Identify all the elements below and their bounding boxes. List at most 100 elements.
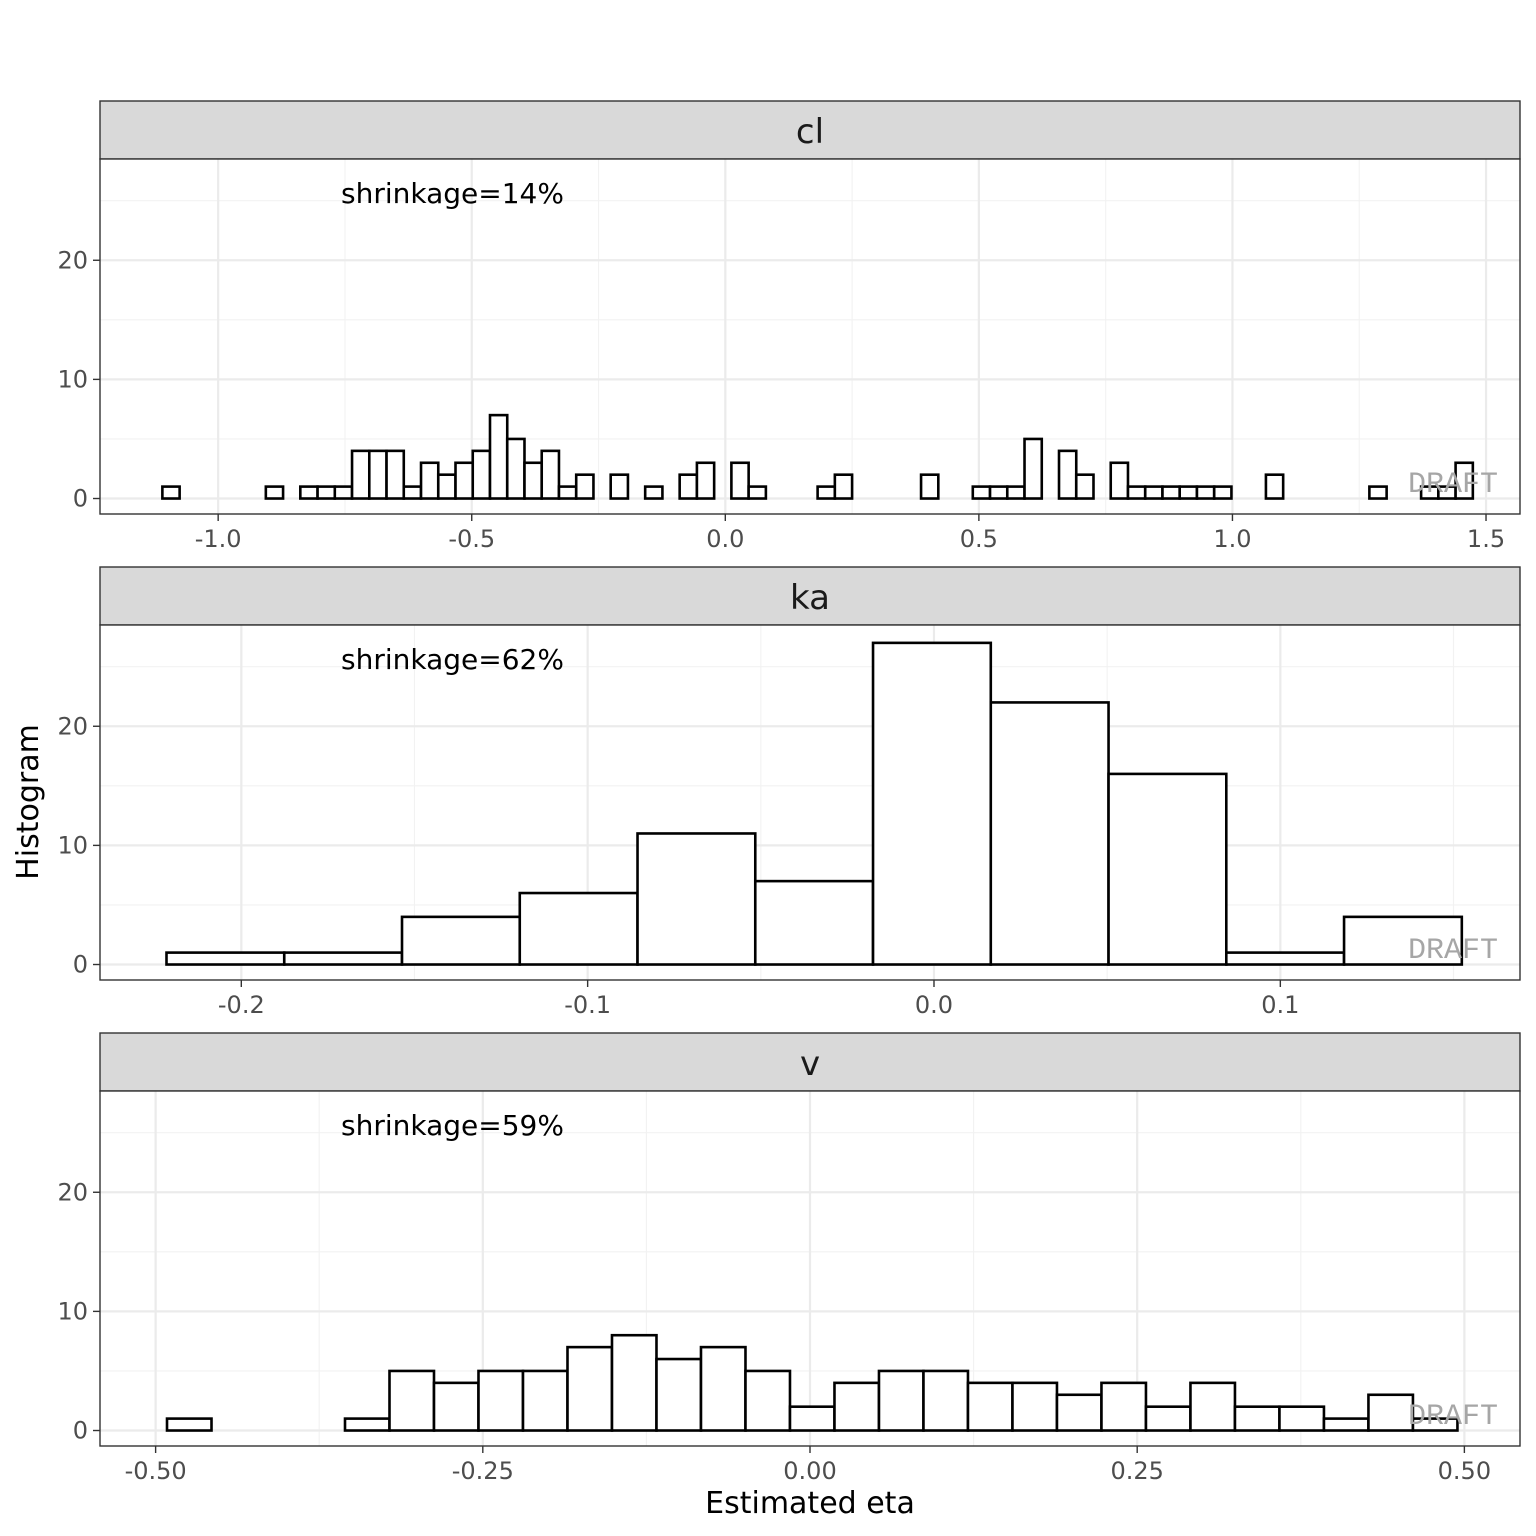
histogram-bar [1368,485,1388,500]
histogram-bar [350,449,371,500]
y-tick-label: 20 [57,246,88,274]
histogram-bar [1189,1381,1237,1432]
histogram-bar [1126,485,1147,500]
x-axis-title: Estimated eta [705,1486,915,1521]
x-tick-label: 0.5 [960,525,998,553]
y-tick-label: 0 [73,951,88,979]
x-tick-label: -0.25 [452,1457,514,1485]
histogram-bar [1233,1405,1281,1432]
histogram-bar [1195,485,1216,500]
histogram-bar [877,1369,925,1432]
histogram-bar [566,1345,614,1432]
histogram-bar [609,473,630,500]
x-tick-label: 0.1 [1261,991,1299,1019]
x-tick-label: 1.5 [1467,525,1505,553]
histogram-bar [454,461,475,500]
histogram-bar [161,485,181,500]
histogram-bar [1454,461,1475,500]
histogram-bar [299,485,319,500]
x-tick-label: 0.0 [915,991,953,1019]
histogram-bar [1144,1405,1192,1432]
x-tick-label: -0.5 [448,525,495,553]
histogram-bar [521,1369,569,1432]
histogram-bar [402,485,423,500]
y-axis-title: Histogram [11,724,46,880]
histogram-bar [540,449,561,500]
histogram-bar [1005,485,1026,500]
draft-watermark: DRAFT [1408,934,1498,968]
histogram-bar [1225,951,1346,966]
histogram-bar [919,473,940,500]
histogram-bar [1367,1393,1415,1432]
x-tick-label: -0.50 [125,1457,187,1485]
histogram-bar [1143,485,1164,500]
histogram-bar [1074,473,1095,500]
histogram-bar [432,1381,480,1432]
draft-watermark: DRAFT [1408,1400,1498,1434]
histogram-bar [1055,1393,1103,1432]
histogram-bar [989,701,1110,966]
histogram-bar [282,951,404,966]
panel-border [99,624,1521,981]
histogram-bar [988,485,1009,500]
histogram-bar [1011,1381,1059,1432]
histogram-bar [655,1357,703,1432]
histogram-bar [730,461,750,500]
histogram-bar [343,1417,391,1432]
histogram-bar [1161,485,1182,500]
histogram-bar [816,485,837,500]
histogram-bar [1057,449,1078,500]
histogram-bar [488,413,509,500]
facet-strip [99,1032,1521,1092]
draft-watermark: DRAFT [1408,468,1498,502]
histogram-bar [388,1369,436,1432]
panel-border [99,158,1521,515]
histogram-bar [1212,485,1233,500]
shrinkage-label: shrinkage=59% [341,1109,564,1142]
shrinkage-label: shrinkage=62% [341,643,564,676]
histogram-bar [264,485,285,500]
histogram-bar [922,1369,970,1432]
histogram-bar [1264,473,1285,500]
facet-strip-label: cl [796,112,824,152]
histogram-bar [833,1381,881,1432]
histogram-bar [1411,1417,1459,1432]
histogram-bar [699,1345,747,1432]
panel-background [100,159,1520,514]
x-tick-label: 1.0 [1213,525,1251,553]
histogram-bar [400,915,522,966]
histogram-bar [678,473,699,500]
histogram-bar [744,1369,792,1432]
histogram-bar [610,1333,658,1432]
histogram-bar [833,473,854,500]
y-tick-label: 10 [57,1297,88,1325]
y-tick-label: 20 [57,712,88,740]
histogram-bar [471,449,492,500]
x-tick-label: 0.00 [783,1457,836,1485]
facet-ka: ka shrinkage=62% DRAFT 0 10 20 -0.2 -0.1 0.0 0.1 [57,566,1521,1019]
x-tick-label: -0.1 [564,991,611,1019]
histogram-bar [636,832,757,966]
histogram-bar [1342,915,1464,966]
histogram-bar [788,1405,836,1432]
x-tick-label: -1.0 [195,525,242,553]
histogram-bar [695,461,716,500]
facet-v: v shrinkage=59% DRAFT 0 10 20 -0.50 -0.25 0.00 0.… [57,1032,1521,1485]
shrinkage-label: shrinkage=14% [341,177,564,210]
x-tick-label: 0.50 [1438,1457,1491,1485]
histogram-bar [971,485,992,500]
facet-cl: cl shrinkage=14% DRAFT 0 10 20 -1.0 -0.5 0.0 0.5 1… [57,100,1521,553]
y-tick-label: 10 [57,365,88,393]
histogram-bar [385,449,406,500]
histogram-bar [165,951,286,966]
histogram-bar [165,1417,213,1432]
x-tick-label: 0.0 [706,525,744,553]
y-tick-label: 0 [73,485,88,513]
facet-strip-label: ka [790,578,830,618]
histogram-bar [574,473,595,500]
histogram-bar [1178,485,1199,500]
y-tick-label: 0 [73,1417,88,1445]
histogram-bar [557,485,578,500]
histogram-bar [316,485,337,500]
histogram-bar [505,437,526,500]
